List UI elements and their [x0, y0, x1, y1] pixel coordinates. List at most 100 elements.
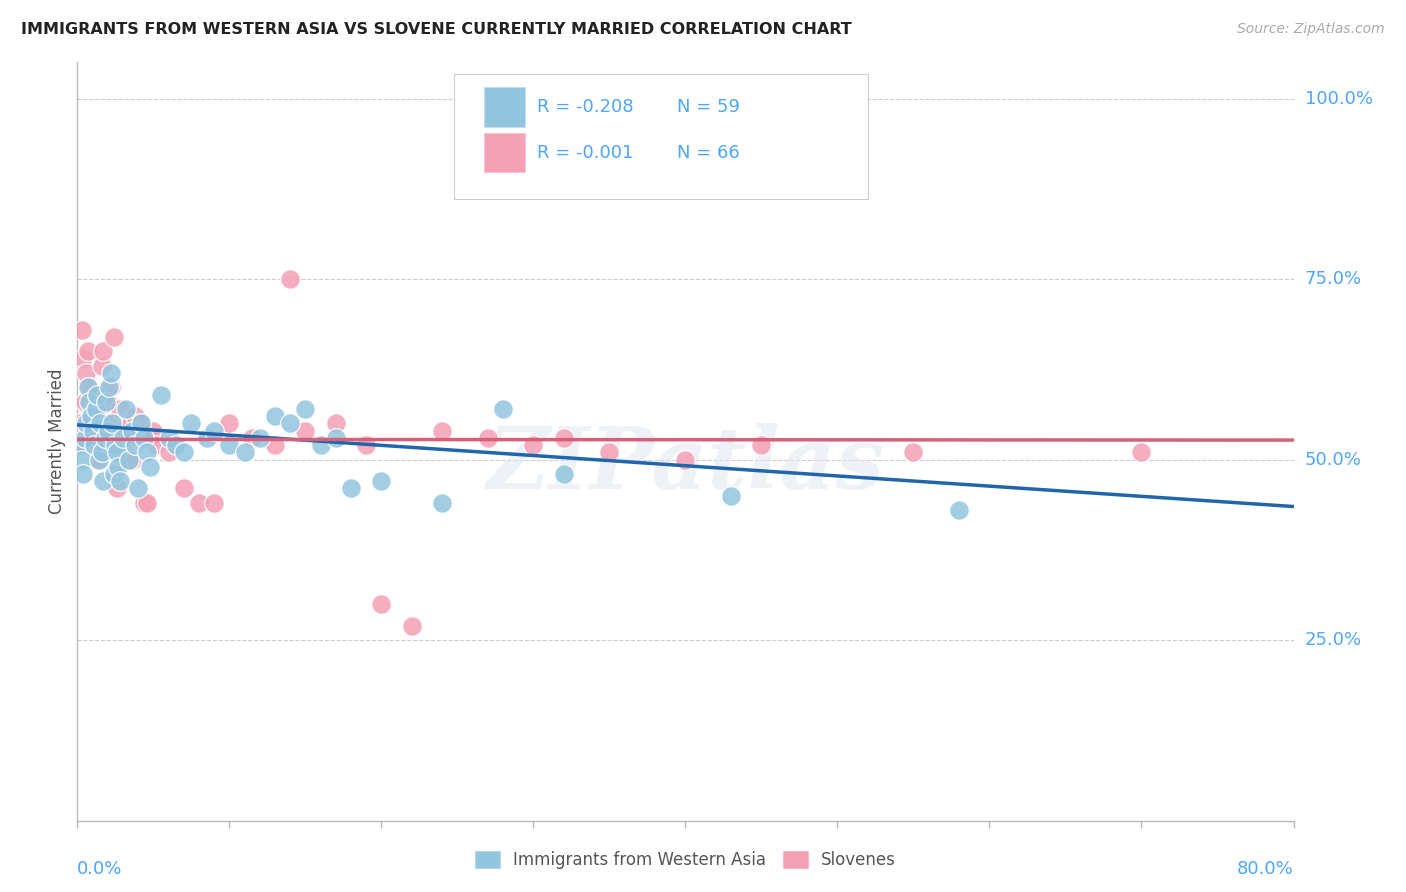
- Point: [90, 445, 112, 459]
- Point: [157, 431, 180, 445]
- Point: [142, 424, 165, 438]
- Point: [157, 445, 180, 459]
- Point: [70, 323, 93, 337]
- Text: 50.0%: 50.0%: [1305, 450, 1361, 468]
- Point: [129, 417, 152, 431]
- Point: [86, 452, 108, 467]
- Point: [188, 496, 211, 510]
- Point: [80, 409, 103, 424]
- Point: [264, 409, 287, 424]
- Point: [139, 459, 162, 474]
- Point: [294, 424, 316, 438]
- Point: [370, 475, 392, 489]
- Point: [97, 394, 120, 409]
- Point: [100, 366, 122, 380]
- Point: [134, 431, 156, 445]
- Point: [103, 330, 125, 344]
- Point: [720, 489, 742, 503]
- Text: Source: ZipAtlas.com: Source: ZipAtlas.com: [1237, 22, 1385, 37]
- Point: [104, 438, 127, 452]
- FancyBboxPatch shape: [484, 133, 524, 172]
- Point: [121, 452, 143, 467]
- Point: [97, 424, 120, 438]
- Point: [96, 417, 118, 431]
- Point: [91, 344, 114, 359]
- Text: 0.0%: 0.0%: [77, 860, 122, 878]
- Point: [84, 402, 107, 417]
- Point: [101, 438, 124, 452]
- Point: [93, 387, 115, 401]
- Point: [91, 475, 114, 489]
- Point: [73, 431, 96, 445]
- Point: [136, 496, 159, 510]
- Point: [173, 482, 195, 496]
- Point: [70, 452, 93, 467]
- Point: [553, 467, 575, 481]
- Text: ZIPatlas: ZIPatlas: [486, 423, 884, 506]
- Point: [202, 424, 225, 438]
- Point: [294, 402, 316, 417]
- Point: [79, 394, 101, 409]
- Point: [93, 431, 115, 445]
- Point: [325, 431, 347, 445]
- Point: [136, 445, 159, 459]
- Point: [87, 431, 110, 445]
- Point: [105, 445, 128, 459]
- Point: [117, 417, 139, 431]
- Point: [77, 344, 100, 359]
- Point: [202, 496, 225, 510]
- Point: [108, 475, 131, 489]
- Point: [675, 452, 697, 467]
- Point: [73, 394, 96, 409]
- Point: [751, 438, 773, 452]
- Point: [145, 438, 167, 452]
- Point: [127, 482, 149, 496]
- Text: 75.0%: 75.0%: [1305, 270, 1362, 288]
- FancyBboxPatch shape: [454, 74, 868, 199]
- Point: [103, 467, 125, 481]
- Point: [278, 272, 301, 286]
- Point: [75, 417, 97, 431]
- Point: [82, 424, 104, 438]
- Point: [90, 359, 112, 373]
- Text: R = -0.208: R = -0.208: [537, 98, 634, 116]
- Text: N = 59: N = 59: [676, 98, 740, 116]
- Point: [105, 482, 128, 496]
- Point: [69, 417, 91, 431]
- Point: [101, 417, 124, 431]
- Point: [98, 380, 121, 394]
- Point: [477, 431, 499, 445]
- Point: [522, 438, 544, 452]
- Point: [340, 482, 363, 496]
- Point: [401, 618, 423, 632]
- Point: [87, 452, 110, 467]
- Point: [195, 431, 218, 445]
- Text: N = 66: N = 66: [676, 144, 740, 161]
- Point: [118, 452, 141, 467]
- Point: [903, 445, 925, 459]
- Point: [124, 438, 146, 452]
- Point: [121, 424, 143, 438]
- Text: 25.0%: 25.0%: [1305, 632, 1362, 649]
- Point: [553, 431, 575, 445]
- Point: [108, 402, 131, 417]
- Point: [107, 459, 129, 474]
- Point: [79, 380, 101, 394]
- Point: [72, 467, 94, 481]
- FancyBboxPatch shape: [484, 87, 524, 127]
- Point: [80, 417, 103, 431]
- Point: [249, 431, 271, 445]
- Legend: Immigrants from Western Asia, Slovenes: Immigrants from Western Asia, Slovenes: [475, 851, 896, 869]
- Point: [598, 445, 620, 459]
- Point: [107, 431, 129, 445]
- Point: [430, 496, 453, 510]
- Text: 100.0%: 100.0%: [1305, 89, 1372, 108]
- Point: [1130, 445, 1153, 459]
- Point: [218, 438, 240, 452]
- Point: [139, 431, 162, 445]
- Point: [120, 417, 142, 431]
- Point: [354, 438, 377, 452]
- Point: [67, 438, 90, 452]
- Point: [84, 438, 107, 452]
- Point: [492, 402, 515, 417]
